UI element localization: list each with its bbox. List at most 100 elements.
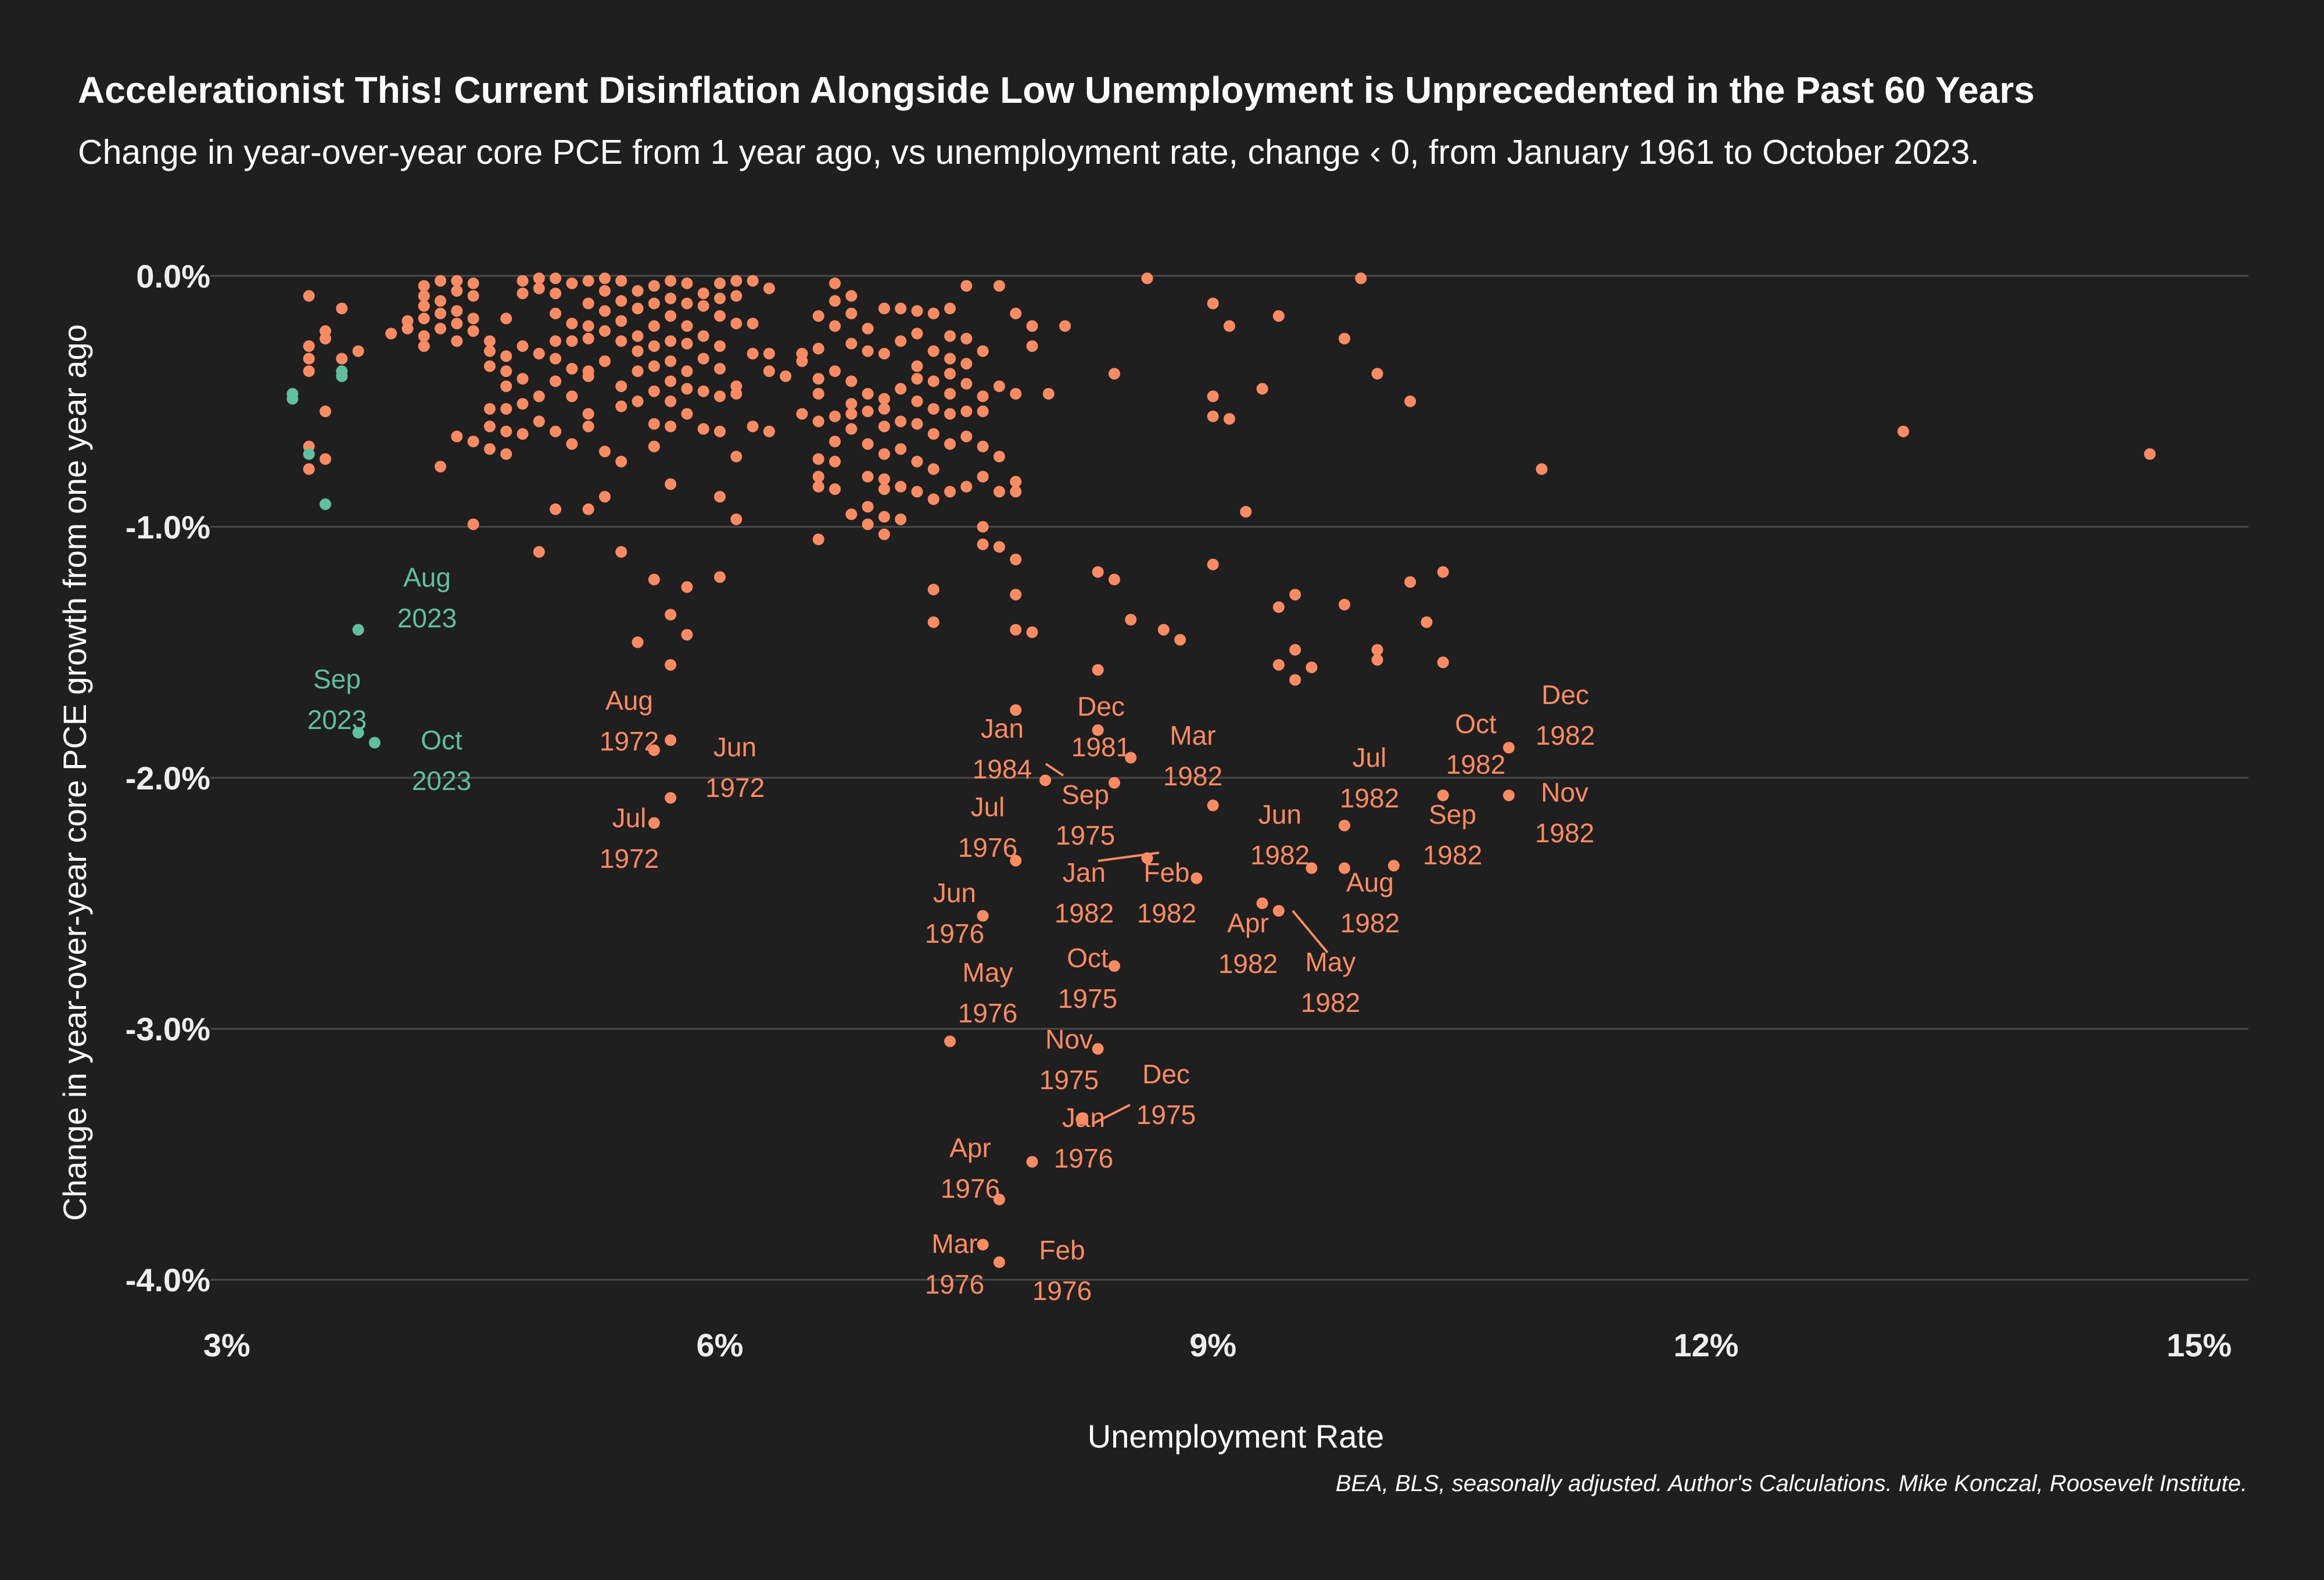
data-point xyxy=(1437,789,1449,802)
data-point xyxy=(467,290,479,302)
data-point xyxy=(829,277,841,289)
data-point xyxy=(1125,752,1137,764)
data-point xyxy=(927,616,939,629)
data-point xyxy=(730,450,743,462)
data-point xyxy=(435,461,447,473)
annotation-leader xyxy=(1292,910,1329,954)
data-point xyxy=(1502,789,1515,802)
annotation-label: Jan 1976 xyxy=(1054,1103,1113,1173)
data-point xyxy=(336,370,348,382)
data-point xyxy=(303,365,315,378)
data-point xyxy=(681,383,693,395)
data-point xyxy=(533,390,545,403)
data-point xyxy=(467,325,479,337)
x-tick-label: 3% xyxy=(203,1327,250,1363)
data-point xyxy=(812,415,824,428)
data-point xyxy=(483,360,496,372)
data-point xyxy=(1075,1113,1088,1125)
data-point xyxy=(533,347,545,360)
data-point xyxy=(1010,624,1022,636)
annotation-label: Nov 1982 xyxy=(1535,777,1594,848)
data-point xyxy=(615,400,627,412)
x-axis-ticks: 3% 6% 9% 12% 15% xyxy=(203,1327,2232,1363)
data-point xyxy=(1207,558,1219,570)
annotation-label: Dec 1981 xyxy=(1071,691,1131,762)
data-point xyxy=(517,398,529,410)
data-point xyxy=(517,288,529,300)
data-point xyxy=(1207,297,1219,310)
y-tick-label: 0.0% xyxy=(136,258,210,295)
data-point xyxy=(1207,799,1219,811)
data-point xyxy=(714,362,726,375)
data-point xyxy=(1224,413,1235,425)
data-point xyxy=(598,325,611,337)
data-point xyxy=(566,335,578,347)
data-point xyxy=(1224,320,1235,332)
data-point xyxy=(993,280,1005,292)
data-point xyxy=(681,581,693,593)
data-point xyxy=(960,378,973,390)
data-point xyxy=(615,315,627,327)
data-point xyxy=(1339,332,1351,344)
annotation-label: Jul 1982 xyxy=(1340,742,1399,813)
data-point xyxy=(812,310,824,322)
data-point xyxy=(977,910,989,922)
data-point xyxy=(812,453,824,465)
data-point xyxy=(911,305,923,317)
data-point xyxy=(714,310,726,322)
data-point xyxy=(681,629,693,641)
data-point xyxy=(451,335,463,347)
data-point xyxy=(960,332,973,344)
data-point xyxy=(944,486,956,498)
data-point xyxy=(796,408,808,420)
data-point xyxy=(303,290,315,302)
data-point xyxy=(878,473,890,485)
annotation-label: Feb 1982 xyxy=(1137,857,1196,928)
data-point xyxy=(944,408,956,420)
data-point xyxy=(648,320,660,332)
data-point xyxy=(845,423,858,435)
data-point xyxy=(467,277,479,289)
data-point xyxy=(829,455,841,468)
data-point xyxy=(796,355,808,367)
data-point xyxy=(483,345,496,357)
data-point xyxy=(927,403,939,415)
data-point xyxy=(944,303,956,315)
data-point xyxy=(944,1035,956,1047)
data-point xyxy=(566,317,578,329)
data-point xyxy=(714,340,726,352)
data-point xyxy=(977,390,989,403)
annotation-label: Mar 1976 xyxy=(925,1229,984,1299)
data-point xyxy=(862,501,874,513)
data-point xyxy=(812,471,824,483)
annotation-label: Aug 1972 xyxy=(600,685,659,756)
data-point xyxy=(1289,644,1301,656)
annotation-label: Sep 2023 xyxy=(307,664,367,735)
data-point xyxy=(533,282,545,295)
annotation-label: Feb 1976 xyxy=(1032,1235,1092,1306)
data-point xyxy=(845,337,858,350)
data-point xyxy=(451,430,463,443)
data-point xyxy=(845,290,858,302)
annotation-label: Jun 1976 xyxy=(925,878,984,949)
annotation-label: Apr 1982 xyxy=(1218,908,1278,979)
data-point xyxy=(681,337,693,350)
data-point xyxy=(829,295,841,307)
data-point xyxy=(993,486,1005,498)
annotation-label: May 1982 xyxy=(1301,947,1360,1018)
data-point xyxy=(550,503,562,515)
data-point xyxy=(550,307,562,319)
x-axis-label: Unemployment Rate xyxy=(1088,1418,1384,1455)
annotation-label: Jun 1972 xyxy=(705,732,765,803)
data-point xyxy=(665,421,677,433)
data-point xyxy=(1059,320,1071,332)
x-tick-label: 12% xyxy=(1673,1327,1738,1363)
data-point xyxy=(598,355,611,367)
data-point xyxy=(960,405,973,418)
data-point xyxy=(895,303,907,315)
data-point xyxy=(763,365,775,378)
data-point xyxy=(812,533,824,545)
data-point xyxy=(1289,588,1301,601)
data-point xyxy=(714,390,726,403)
data-point xyxy=(648,340,660,352)
